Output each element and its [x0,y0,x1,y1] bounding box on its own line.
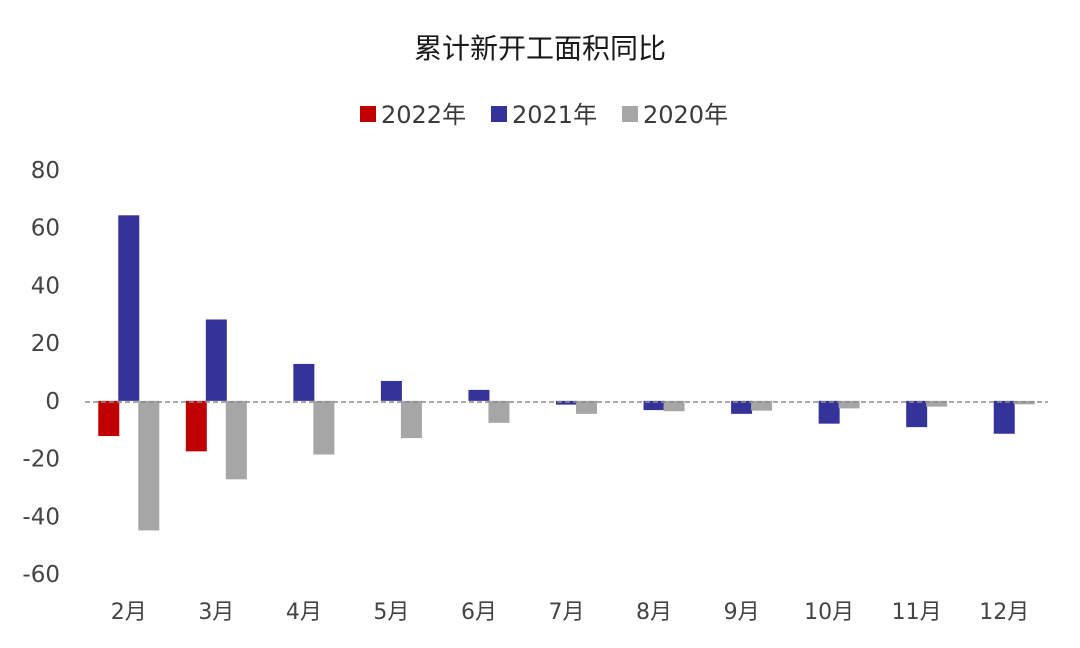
bar-2020年-3月 [225,400,247,480]
y-tick-label: -40 [22,504,60,530]
y-tick-label: 20 [31,331,60,357]
bar-2020年-10月 [838,400,860,409]
bar-2021年-3月 [205,319,227,401]
bar-2021年-11月 [906,400,928,428]
y-tick-label: 40 [31,273,60,299]
x-category-label: 5月 [373,600,409,625]
bar-2021年-8月 [643,400,665,411]
bar-2021年-10月 [818,400,840,424]
y-tick-label: -20 [22,447,60,473]
legend-swatch-2021 [491,106,507,122]
bar-2020年-9月 [751,400,773,411]
y-tick-label: 80 [31,158,60,184]
x-category-label: 6月 [461,600,497,625]
bar-2022年-2月 [98,400,120,437]
y-tick-label: 60 [31,216,60,242]
x-category-label: 10月 [804,600,854,625]
x-category-label: 2月 [111,600,147,625]
bar-2022年-3月 [185,400,207,452]
x-category-label: 12月 [979,600,1029,625]
bar-2020年-4月 [313,400,335,455]
y-axis: 80 60 40 20 0 -20 -40 -60 [22,158,60,588]
bars [98,215,1035,531]
bar-2020年-7月 [576,400,597,414]
chart-title: 累计新开工面积同比 [414,32,666,65]
bar-2021年-5月 [380,380,402,401]
bar-2021年-7月 [556,400,577,405]
x-category-label: 11月 [892,600,942,625]
bar-2021年-2月 [118,215,140,401]
y-tick-label: -60 [22,562,60,588]
bar-2021年-4月 [293,363,315,401]
legend-label-2022: 2022年 [381,101,466,129]
x-category-label: 7月 [549,600,585,625]
bar-2020年-8月 [663,400,685,412]
bar-2021年-12月 [993,400,1015,434]
x-category-label: 3月 [198,600,234,625]
bar-2021年-9月 [731,400,753,414]
y-tick-label: 0 [45,389,60,415]
x-category-label: 9月 [724,600,760,625]
bar-2020年-11月 [926,400,948,407]
x-axis: 2月 3月 4月 5月 6月 7月 8月 9月 10月 11月 12月 [111,600,1029,625]
legend-swatch-2020 [622,106,638,122]
legend: 2022年 2021年 2020年 [360,101,728,129]
x-category-label: 4月 [286,600,322,625]
bar-2020年-5月 [400,400,422,439]
bar-2020年-2月 [138,400,160,531]
legend-label-2021: 2021年 [512,101,597,129]
legend-swatch-2022 [360,106,376,122]
x-category-label: 8月 [636,600,672,625]
bar-2020年-6月 [488,400,510,423]
bar-2021年-6月 [468,389,490,401]
legend-label-2020: 2020年 [643,101,728,129]
